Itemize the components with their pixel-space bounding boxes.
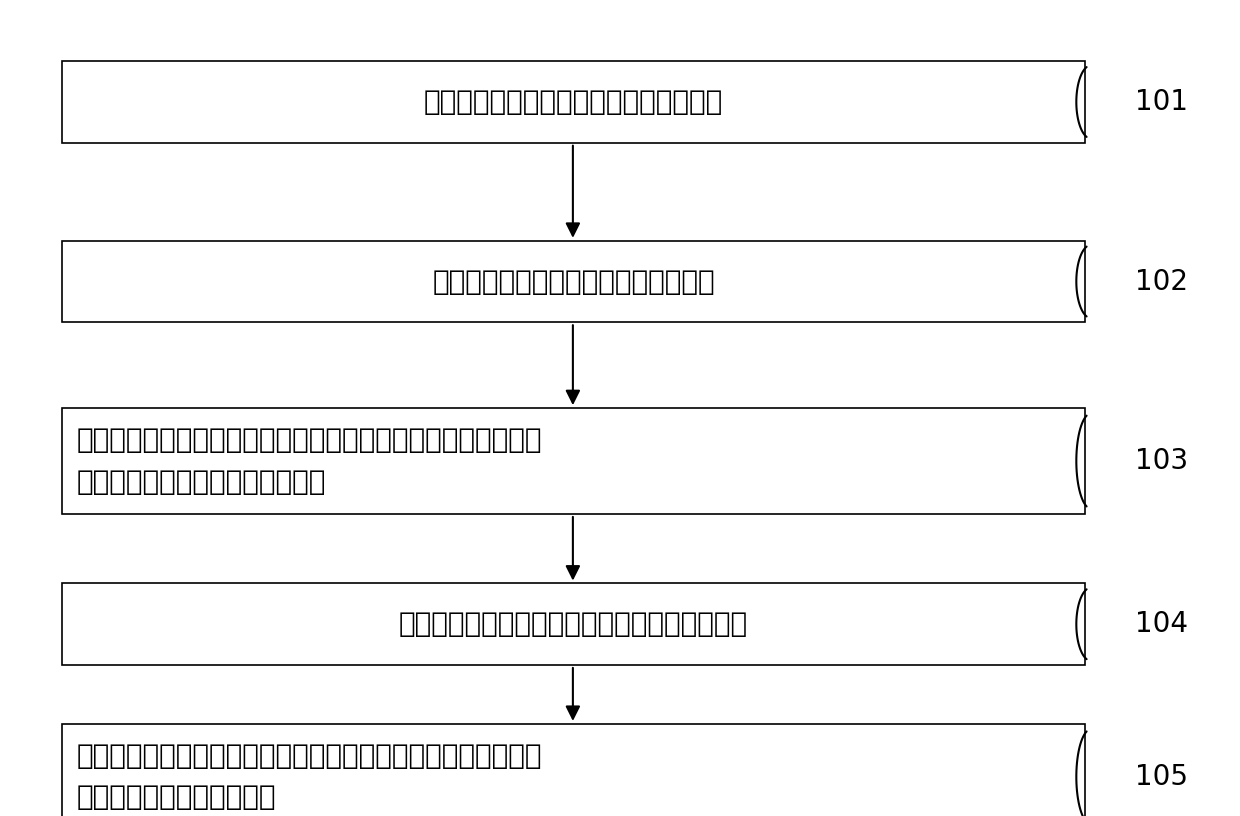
Text: 对所述功率矩阵按行进行行傅立叶变换: 对所述功率矩阵按行进行行傅立叶变换 — [433, 268, 714, 295]
Text: 采集功率信号序列，将其转换为功率矩阵: 采集功率信号序列，将其转换为功率矩阵 — [424, 88, 723, 116]
Bar — [62, 408, 1085, 514]
Text: 101: 101 — [1135, 88, 1188, 116]
Text: 基于得到的行傅立叶变换结果，迭代计算功率信号滤波因子，对
得到的行傅立叶变换结果进行修正: 基于得到的行傅立叶变换结果，迭代计算功率信号滤波因子，对 得到的行傅立叶变换结果… — [77, 427, 542, 495]
Bar — [62, 724, 1085, 816]
Text: 104: 104 — [1135, 610, 1188, 638]
Bar — [62, 241, 1085, 322]
Text: 105: 105 — [1135, 763, 1188, 791]
Bar — [62, 61, 1085, 143]
Text: 若是，则对当前得到的修正结果，按行进行行傅立叶反变换生成
滤除了噪声的功率信号序列: 若是，则对当前得到的修正结果，按行进行行傅立叶反变换生成 滤除了噪声的功率信号序… — [77, 743, 542, 811]
Bar — [62, 583, 1085, 665]
Text: 103: 103 — [1135, 447, 1188, 475]
Text: 判断当前迭代次数是否等于功率信号序列的长度: 判断当前迭代次数是否等于功率信号序列的长度 — [399, 610, 748, 638]
Text: 102: 102 — [1135, 268, 1188, 295]
